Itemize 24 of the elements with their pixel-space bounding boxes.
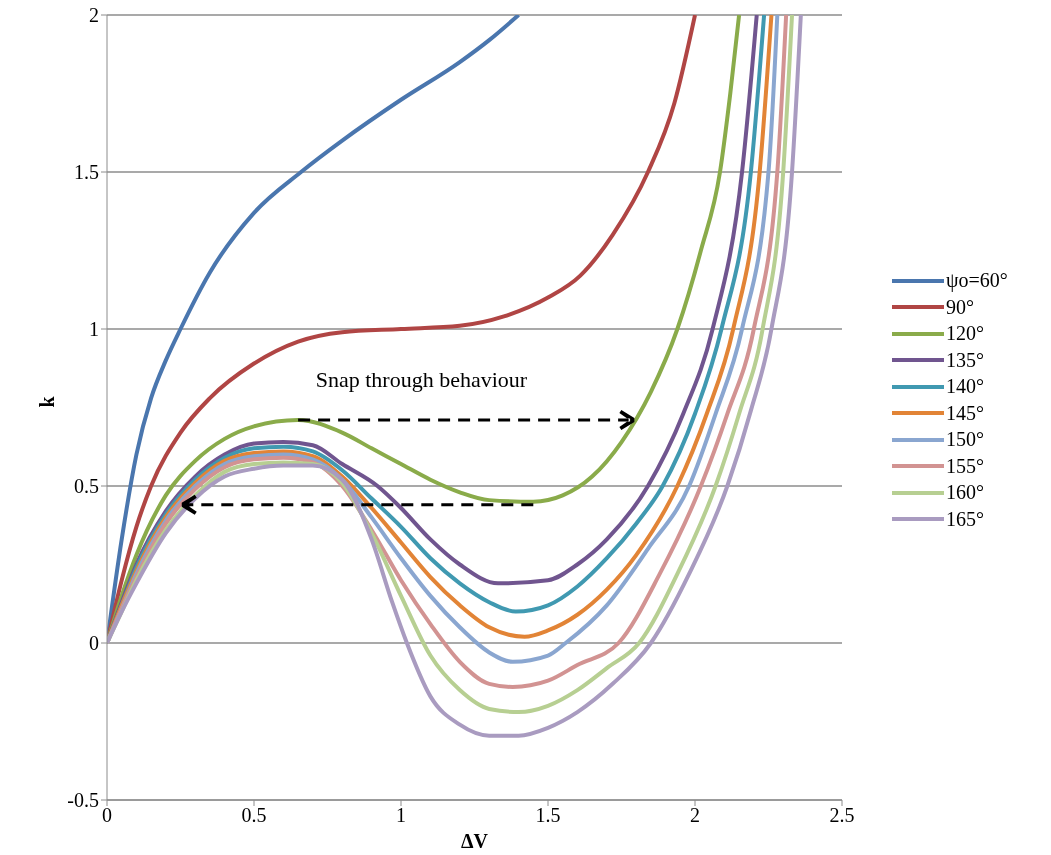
y-axis-title: k [36,395,59,408]
legend-label: 120° [946,322,984,346]
y-tick-label: 0.5 [74,475,99,498]
legend-label: ψo=60° [946,269,1008,293]
y-tick-label: 2 [89,4,99,27]
legend-label: 165° [946,507,984,531]
legend-label: 135° [946,348,984,372]
legend-label: 160° [946,481,984,505]
legend-label: 90° [946,295,974,319]
y-tick-label: 1.5 [74,161,99,184]
legend-label: 150° [946,428,984,452]
x-tick-label: 1 [396,804,406,827]
y-tick-label: 0 [89,632,99,655]
legend-label: 140° [946,375,984,399]
y-tick-label: -0.5 [67,789,99,812]
x-tick-label: 1.5 [535,804,561,827]
legend-label: 155° [946,454,984,478]
x-axis-title: ΔV [461,830,489,852]
y-tick-label: 1 [89,318,99,341]
annotation: Snap through behaviour [315,366,528,393]
x-tick-label: 2 [690,804,700,827]
x-tick-label: 2.5 [829,804,855,827]
legend-label: 145° [946,401,984,425]
x-tick-label: 0.5 [241,804,267,827]
